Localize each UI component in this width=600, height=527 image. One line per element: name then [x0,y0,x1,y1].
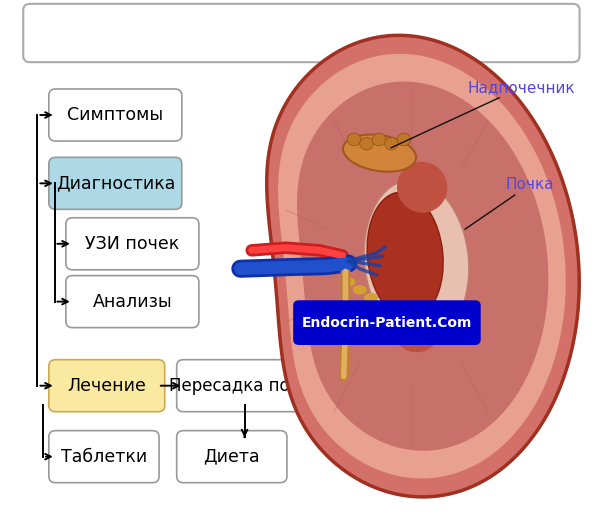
Ellipse shape [364,180,469,341]
Polygon shape [297,82,548,451]
Text: УЗИ почек: УЗИ почек [85,235,179,253]
Ellipse shape [343,134,416,172]
Text: Таблетки: Таблетки [61,447,147,466]
Circle shape [385,138,398,150]
Text: Надпочечник: Надпочечник [391,80,575,148]
FancyBboxPatch shape [49,89,182,141]
Polygon shape [278,54,566,479]
Text: Симптомы: Симптомы [67,106,163,124]
Ellipse shape [353,285,367,295]
FancyBboxPatch shape [293,300,481,345]
Circle shape [397,133,411,146]
Circle shape [372,133,386,146]
FancyBboxPatch shape [176,431,287,483]
Text: Пересадка почки: Пересадка почки [169,377,320,395]
Text: Анализы: Анализы [92,292,172,310]
FancyBboxPatch shape [66,218,199,270]
Polygon shape [267,35,579,497]
FancyBboxPatch shape [66,276,199,328]
Text: Диабетическая нефропатия: Диабетическая нефропатия [52,18,548,48]
Text: Endocrin-Patient.Com: Endocrin-Patient.Com [302,316,472,329]
Ellipse shape [393,306,440,353]
Ellipse shape [364,293,378,302]
Circle shape [347,133,361,146]
FancyBboxPatch shape [176,360,313,412]
FancyBboxPatch shape [49,431,159,483]
FancyBboxPatch shape [49,360,165,412]
Text: Диагностика: Диагностика [56,174,175,192]
Text: Лечение: Лечение [67,377,146,395]
Ellipse shape [397,162,448,213]
Ellipse shape [341,277,355,287]
FancyBboxPatch shape [23,4,580,62]
Circle shape [359,138,373,150]
FancyBboxPatch shape [49,158,182,209]
Text: Диета: Диета [203,447,260,466]
Text: Почка: Почка [465,177,554,229]
Ellipse shape [367,192,443,319]
